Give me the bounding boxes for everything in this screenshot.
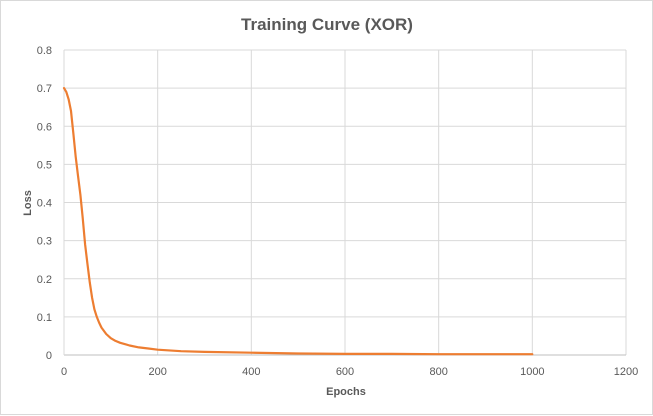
series-line: [62, 86, 534, 356]
y-tick-label: 0.6: [37, 121, 52, 133]
y-tick-label: 0.5: [37, 159, 52, 171]
x-tick-label: 200: [148, 366, 166, 378]
y-tick-label: 0.8: [37, 45, 52, 57]
x-tick-label: 0: [61, 366, 67, 378]
chart-title: Training Curve (XOR): [241, 15, 413, 34]
x-tick-label: 1000: [520, 366, 544, 378]
y-tick-label: 0.4: [37, 198, 52, 210]
x-tick-label: 600: [336, 366, 354, 378]
x-tick-label: 1200: [614, 366, 638, 378]
y-axis-label: Loss: [22, 190, 34, 216]
y-tick-label: 0.7: [37, 83, 52, 95]
y-tick-label: 0.3: [37, 236, 52, 248]
gridlines: [64, 49, 627, 355]
x-tick-label: 400: [242, 366, 260, 378]
x-axis-label: Epochs: [326, 386, 366, 398]
x-tick-label: 800: [429, 366, 447, 378]
y-tick-label: 0.1: [37, 312, 52, 324]
y-tick-label: 0.2: [37, 274, 52, 286]
y-tick-label: 0: [46, 350, 52, 362]
series-layer: [62, 86, 534, 356]
tick-labels: 0 0.1 0.2 0.3 0.4 0.5 0.6 0.7 0.8 0 200 400 600 800 10…: [37, 45, 639, 378]
